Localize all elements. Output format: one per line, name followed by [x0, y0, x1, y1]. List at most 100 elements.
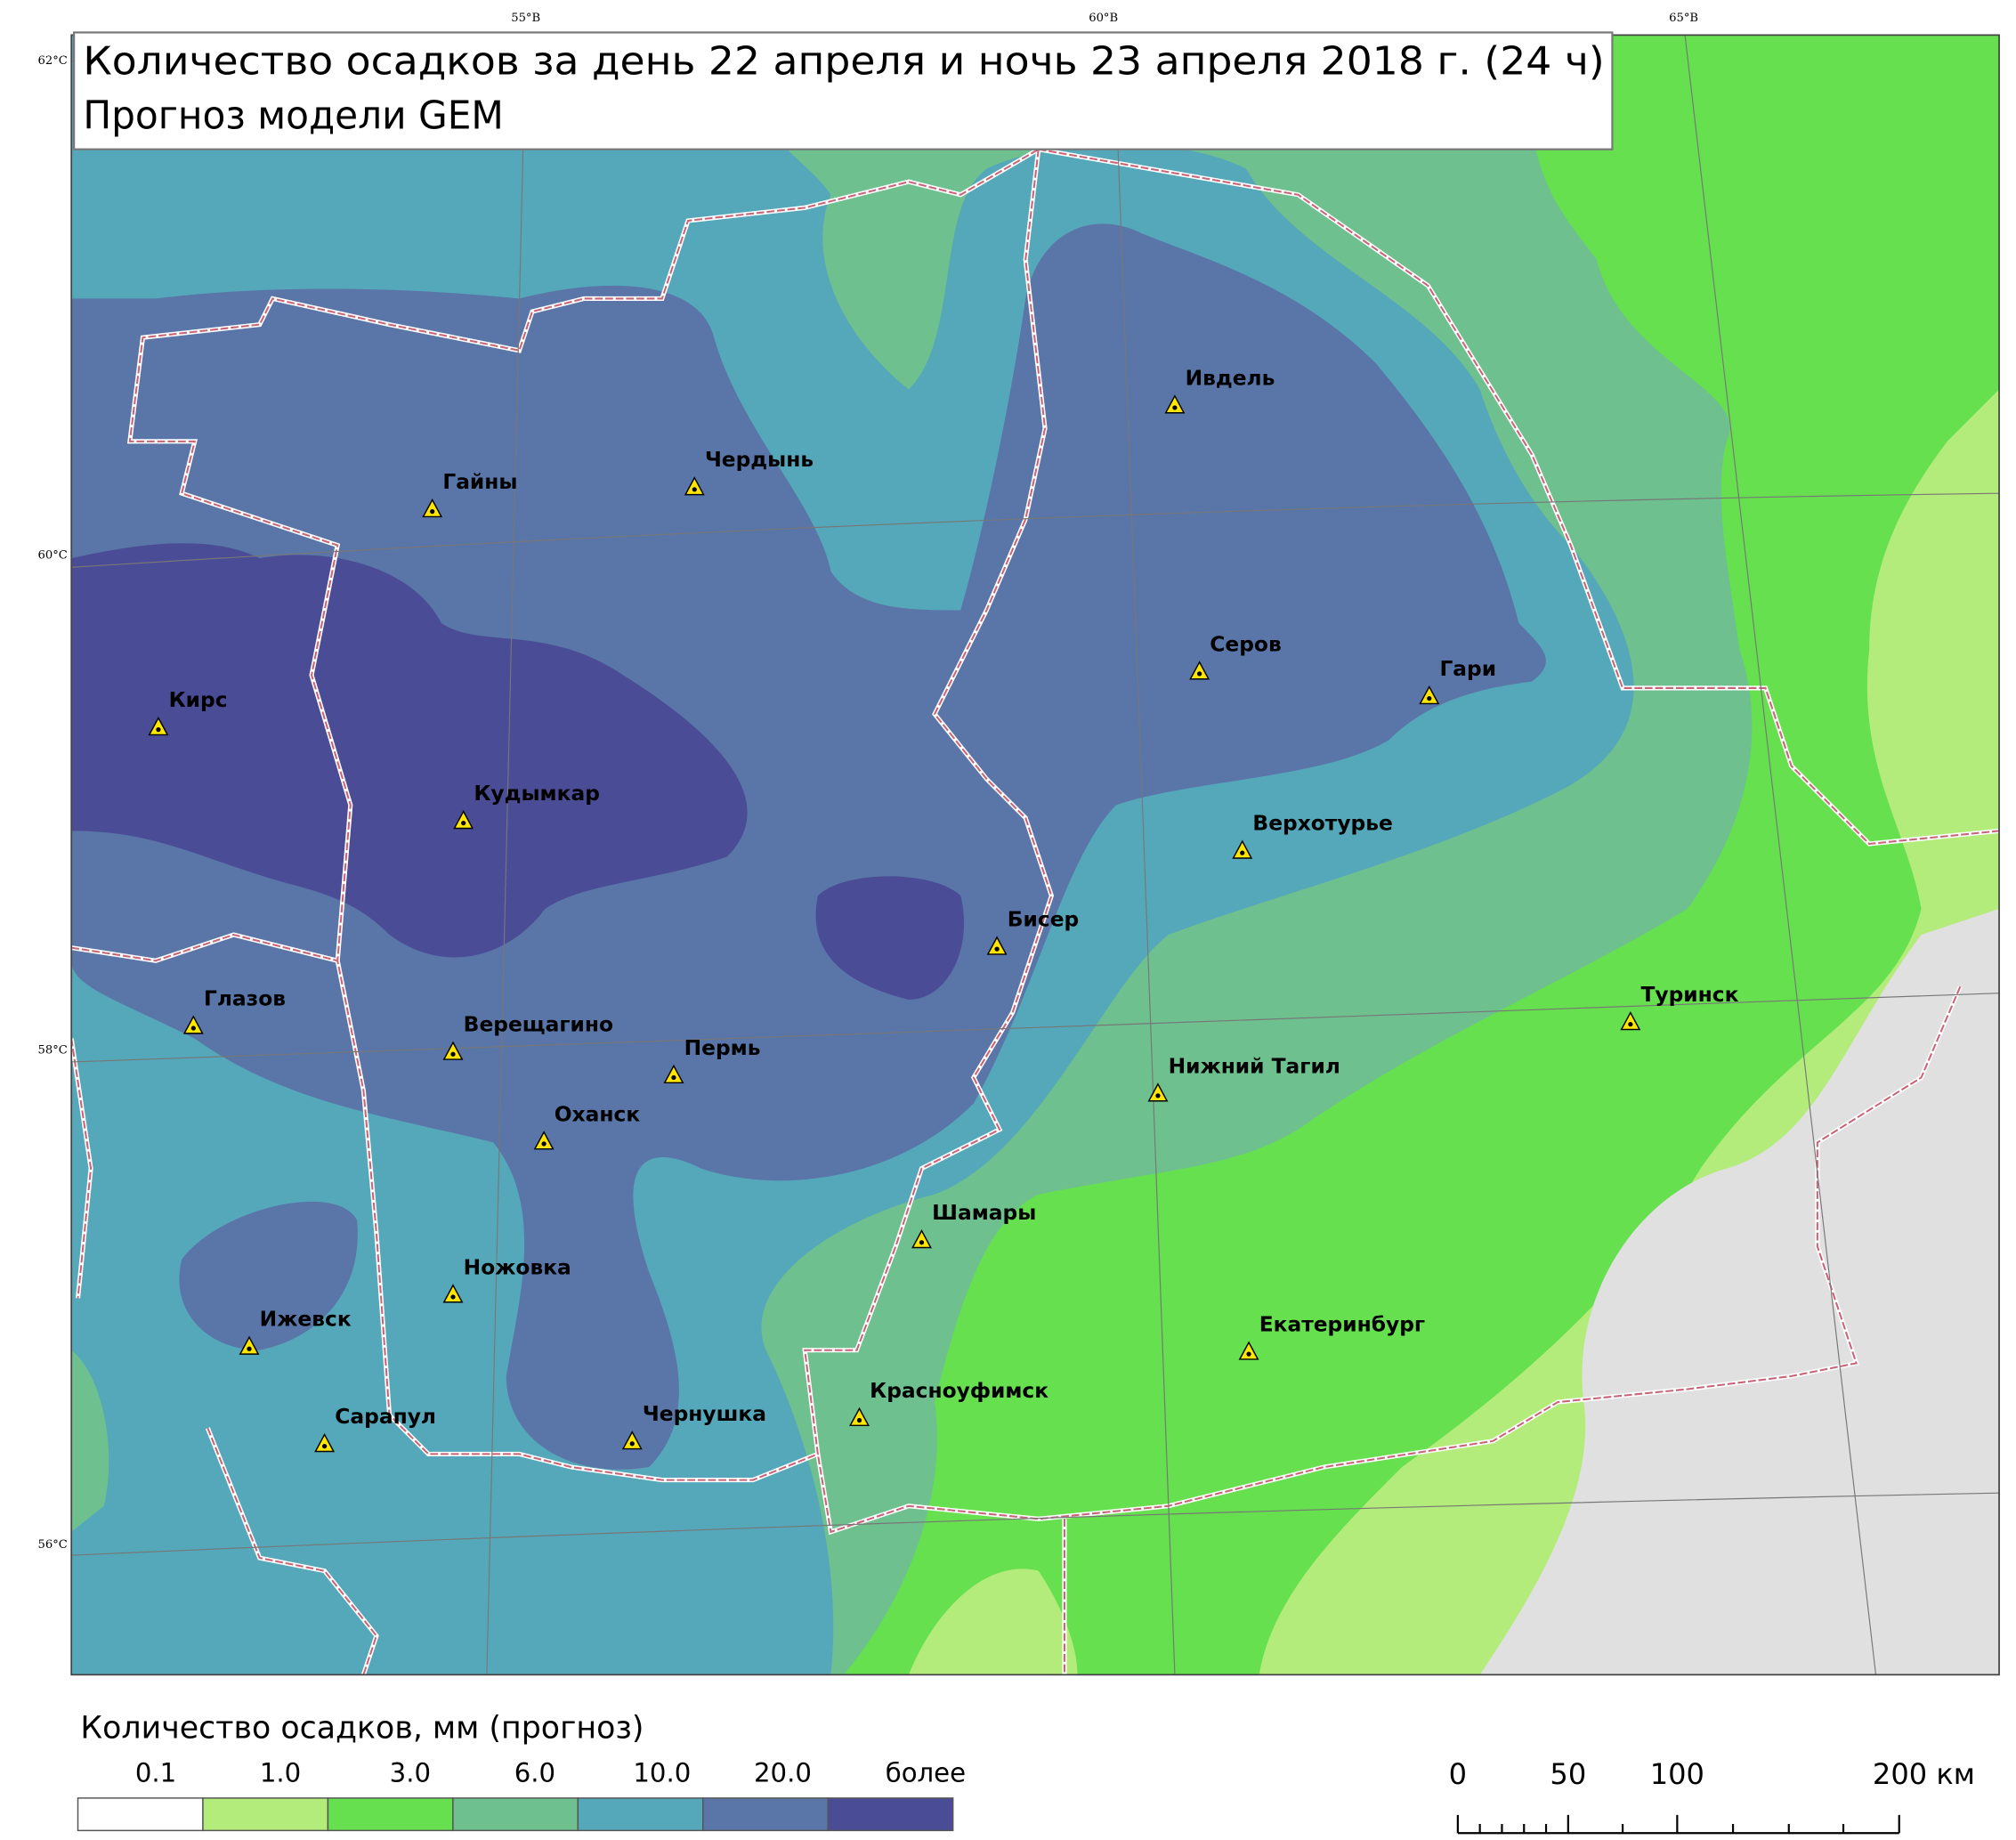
borders: [71, 144, 2000, 1675]
city-marker: [1419, 685, 1440, 705]
legend-swatch: [702, 1797, 829, 1832]
city-dot: [1240, 850, 1245, 855]
title-box: [73, 31, 1614, 150]
city-name: Оханск: [555, 1101, 641, 1126]
city-dot: [1172, 405, 1178, 410]
city-marker: [314, 1433, 336, 1453]
city-dot: [1628, 1022, 1633, 1027]
legend: 0.1 1.0 3.0 6.0 10.0 20.0 более: [77, 1758, 966, 1832]
city-dot: [919, 1240, 925, 1245]
city-marker: [663, 1064, 684, 1084]
city-marker: [1189, 661, 1210, 680]
city-marker: [442, 1284, 464, 1303]
city-marker: [621, 1431, 643, 1450]
city-dot: [856, 1417, 862, 1423]
grid-label: 56°С: [38, 1538, 68, 1552]
scale-bar: [1456, 1814, 1900, 1835]
city-dot: [321, 1444, 328, 1449]
title-line: Количество осадков за день 22 апреля и н…: [83, 38, 1604, 84]
city-marker: [1238, 1341, 1259, 1360]
precip-zones: [71, 35, 2000, 1675]
scale-label: 50: [1550, 1757, 1586, 1791]
city-marker: [453, 809, 474, 830]
city-marker: [182, 1015, 204, 1034]
scale-labels: 0 50 100 200 км: [1449, 1757, 1975, 1791]
city-dot: [450, 1294, 456, 1300]
city-name: Сарапул: [335, 1404, 436, 1429]
city-name: Гари: [1439, 656, 1496, 681]
city-name: Екатеринбург: [1259, 1312, 1425, 1337]
city-name: Бисер: [1008, 907, 1079, 932]
city-dot: [247, 1346, 252, 1351]
city-dot: [692, 487, 697, 492]
legend-swatch: [327, 1797, 454, 1832]
city-name: Ивдель: [1186, 365, 1275, 390]
legend-label: 0.1: [135, 1758, 176, 1788]
zone: [179, 1201, 358, 1350]
grid-label: 65°В: [1669, 12, 1698, 25]
city-marker: [148, 716, 169, 736]
legend-swatch: [827, 1797, 954, 1832]
scale-label: 100: [1650, 1757, 1704, 1791]
city-name: Пермь: [684, 1035, 761, 1060]
legend-swatch: [202, 1797, 329, 1832]
zone: [71, 543, 748, 958]
zone: [71, 223, 1546, 1470]
zone: [1479, 908, 2000, 1675]
legend-label: 3.0: [390, 1758, 431, 1788]
legend-swatch: [77, 1797, 204, 1832]
zone: [71, 1350, 109, 1532]
city-marker: [422, 498, 443, 518]
city-dot: [1427, 695, 1432, 701]
legend-label: 1.0: [260, 1758, 301, 1788]
city-name: Кирс: [169, 687, 228, 712]
city-name: Туринск: [1641, 982, 1739, 1007]
city-dot: [671, 1074, 676, 1081]
city-marker: [986, 936, 1008, 955]
legend-label: более: [886, 1758, 966, 1788]
city-name: Ижевск: [260, 1307, 352, 1332]
city-name: Кудымкар: [474, 781, 600, 806]
city-marker: [911, 1229, 932, 1249]
city-marker: [684, 476, 705, 496]
legend-swatch: [577, 1797, 704, 1832]
city-name: Нижний Тагил: [1169, 1053, 1340, 1078]
city-dot: [450, 1051, 456, 1057]
city-name: Верещагино: [464, 1012, 613, 1037]
city-name: Серов: [1210, 631, 1281, 656]
city-dot: [190, 1025, 196, 1031]
city-dot: [1196, 671, 1202, 677]
city-name: Глазов: [204, 985, 286, 1010]
city-marker: [1232, 839, 1253, 859]
city-marker: [533, 1131, 555, 1150]
city-name: Красноуфимск: [870, 1378, 1048, 1403]
scale-label: 200 км: [1873, 1757, 1975, 1791]
grid-label: 58°С: [38, 1043, 68, 1057]
city-marker: [1164, 394, 1186, 414]
grid-label: 60°С: [38, 549, 68, 563]
city-name: Ножовка: [464, 1254, 571, 1279]
city-dot: [156, 726, 161, 733]
scale-label: 0: [1449, 1757, 1467, 1791]
cities: Ивдель Гайны Чердынь Кирс Серов Гари Кудымкар В…: [148, 365, 1739, 1453]
city-dot: [994, 946, 1000, 952]
city-name: Верхотурье: [1252, 811, 1392, 836]
grid-label: 62°С: [38, 54, 68, 68]
legend-label: 6.0: [514, 1758, 555, 1788]
city-marker: [442, 1041, 464, 1060]
legend-label: 10.0: [633, 1758, 691, 1788]
legend-title: Количество осадков, мм (прогноз): [80, 1711, 644, 1747]
zone: [815, 876, 965, 1000]
title-line: Прогноз модели GEM: [83, 93, 504, 139]
city-dot: [1155, 1093, 1161, 1098]
legend-swatch: [452, 1797, 579, 1832]
zone: [908, 1568, 1078, 1675]
city-name: Шамары: [932, 1200, 1036, 1225]
city-name: Чердынь: [705, 447, 814, 472]
city-marker: [239, 1335, 260, 1355]
city-dot: [629, 1441, 635, 1447]
city-dot: [541, 1141, 547, 1147]
city-dot: [461, 821, 466, 826]
